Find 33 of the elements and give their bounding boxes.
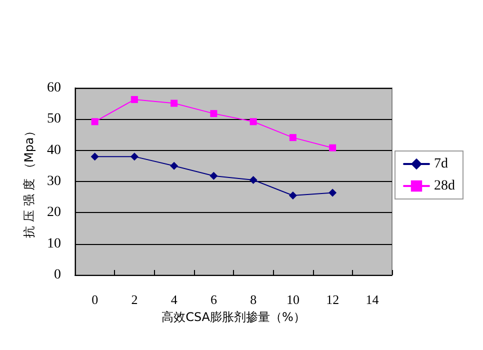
y-tick-label: 50	[47, 112, 61, 127]
y-tick-label: 10	[47, 236, 61, 252]
x-tick-label: 8	[250, 292, 257, 307]
point	[250, 118, 257, 126]
x-tick-label: 12	[326, 292, 340, 307]
x-tick-label: 0	[92, 292, 98, 307]
y-tick-label: 60	[47, 80, 61, 96]
point	[329, 144, 336, 152]
y-tick-label: 30	[47, 174, 61, 189]
point	[130, 96, 138, 104]
y-tick-label: 20	[47, 205, 61, 220]
point	[328, 188, 337, 197]
legend-label: 28d	[434, 178, 455, 194]
point	[91, 118, 98, 126]
x-tick-label: 14	[366, 292, 380, 307]
x-tick-label: 4	[170, 292, 178, 307]
y-tick-label: 40	[47, 142, 61, 158]
point	[249, 176, 258, 184]
point	[90, 152, 99, 161]
point	[210, 172, 218, 180]
legend-label: 7d	[434, 156, 448, 172]
point	[130, 152, 138, 161]
x-tick-label: 2	[131, 292, 138, 307]
point	[288, 192, 297, 200]
point	[170, 100, 178, 107]
x-axis-title: 高效CSA膨胀剂掺量（%）	[162, 310, 306, 324]
point	[210, 110, 218, 118]
x-tick-label: 6	[210, 292, 218, 307]
x-tick-label: 10	[286, 292, 300, 307]
point	[289, 134, 296, 142]
y-tick-label: 0	[54, 268, 61, 282]
point	[170, 162, 178, 170]
y-axis-title: 抗 压 强 度 （Mpa）	[22, 125, 36, 238]
